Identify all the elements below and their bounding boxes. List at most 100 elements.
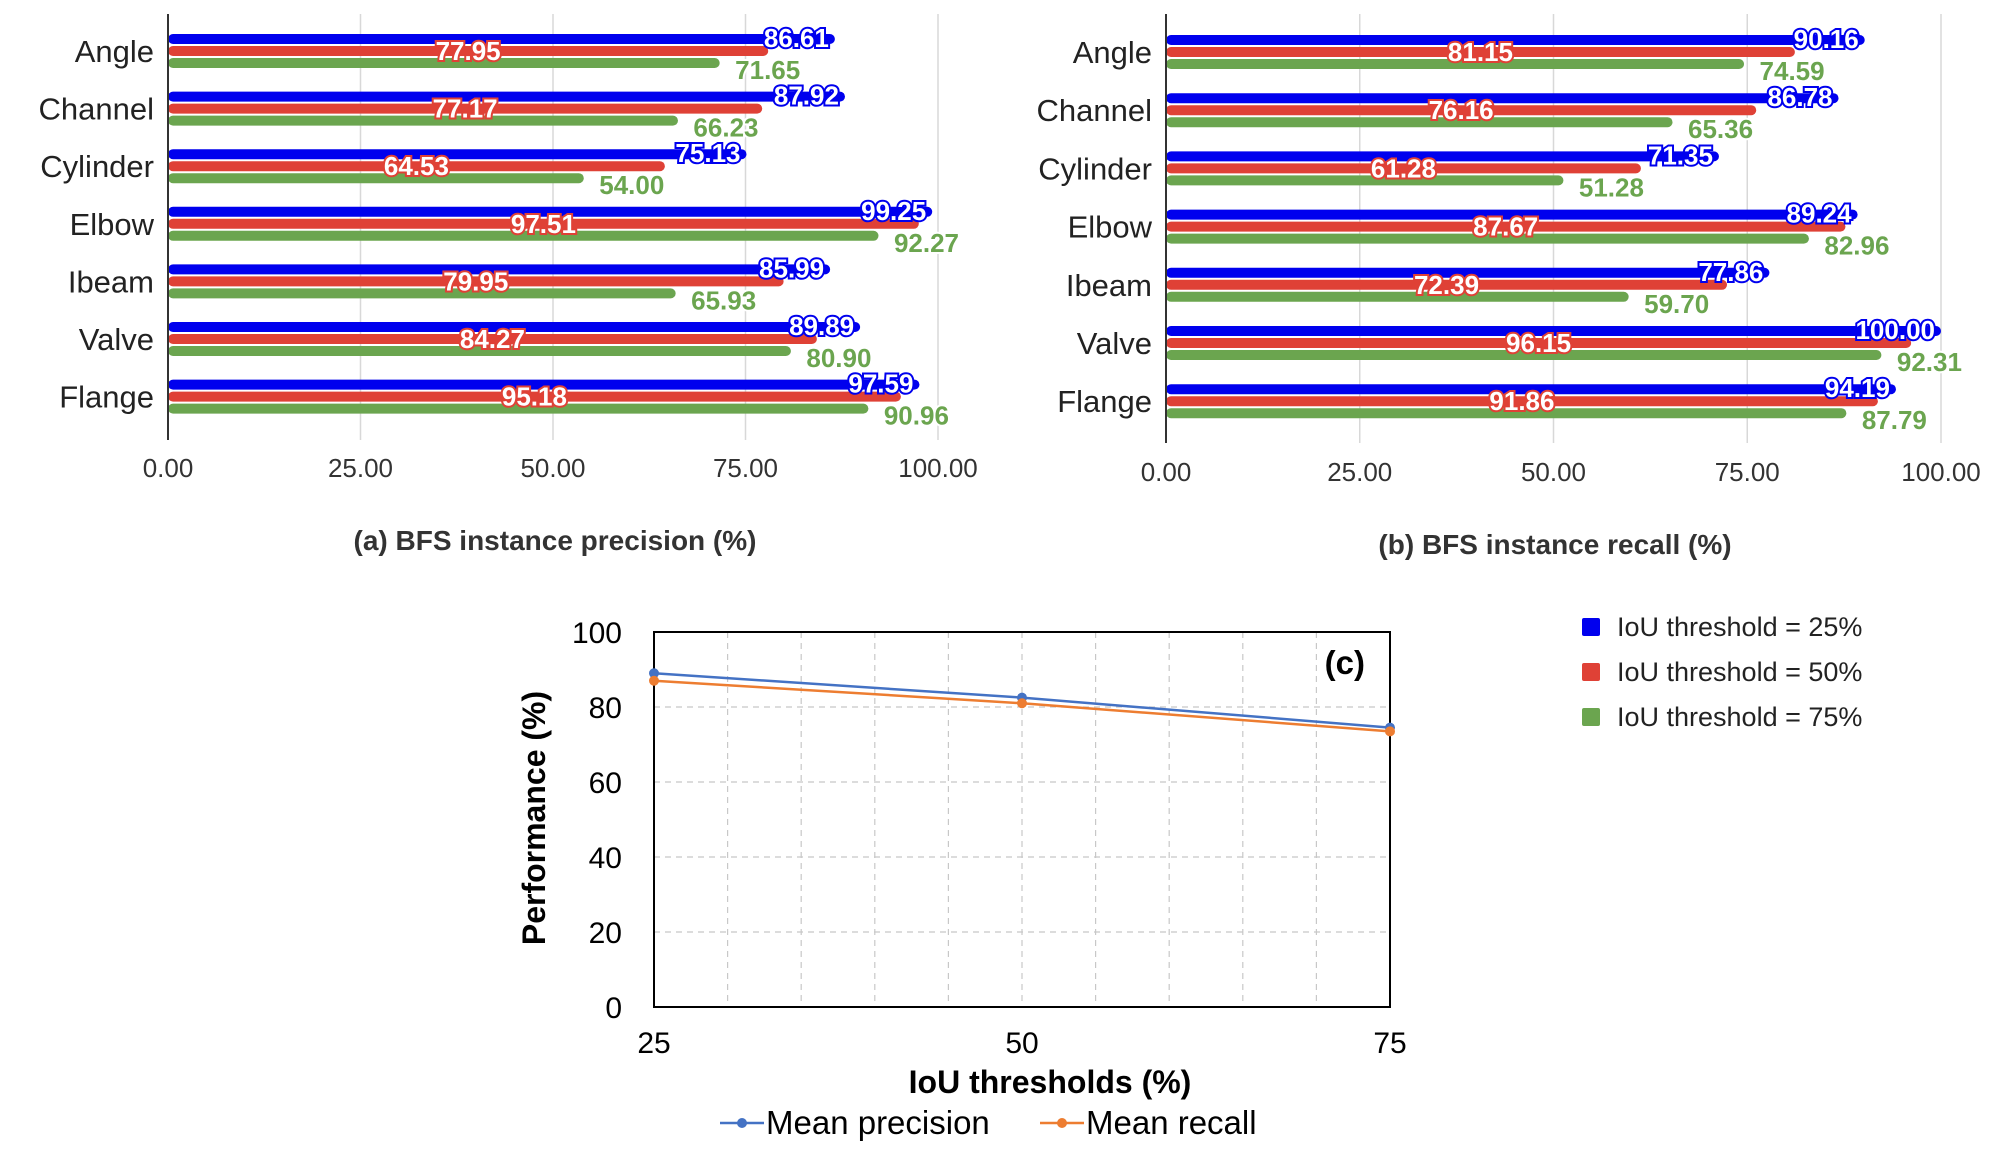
line-y-tick-label: 0 [605, 992, 622, 1025]
precision-data-label: 64.53 [384, 151, 449, 181]
recall-data-label: 87.67 [1473, 212, 1538, 242]
precision-bar [168, 173, 584, 184]
precision-data-label: 79.95 [443, 266, 508, 296]
recall-category-label: Valve [1077, 326, 1152, 361]
line-y-tick-label: 80 [589, 692, 622, 725]
precision-data-label: 54.00 [599, 170, 664, 200]
precision-bars [168, 34, 933, 414]
bar-legend: IoU threshold = 25% IoU threshold = 50% Io… [1582, 612, 1862, 732]
recall-x-ticks: 0.00 25.00 50.00 75.00 100.00 [1141, 457, 1981, 487]
legend-label: IoU threshold = 25% [1617, 612, 1862, 642]
recall-bar [1166, 105, 1757, 116]
recall-bar [1166, 151, 1719, 162]
precision-bar [168, 58, 720, 68]
line-legend-label: Mean recall [1086, 1104, 1257, 1141]
recall-x-tick-label: 0.00 [1141, 457, 1192, 487]
precision-x-tick-label: 100.00 [898, 453, 978, 483]
legend-swatch [1582, 663, 1600, 681]
precision-data-label: 89.89 [789, 311, 854, 341]
recall-data-label: 92.31 [1897, 347, 1962, 377]
precision-category-label: Flange [59, 380, 154, 415]
recall-category-label: Elbow [1068, 210, 1153, 245]
recall-bar [1166, 175, 1564, 186]
line-y-tick-label: 60 [589, 767, 622, 800]
recall-data-label: 61.28 [1371, 153, 1436, 183]
precision-data-label: 77.95 [436, 36, 501, 66]
recall-data-label: 76.16 [1429, 95, 1494, 125]
recall-bar [1166, 267, 1770, 278]
precision-category-labels: Angle Channel Cylinder Elbow Ibeam Valve Flang… [39, 34, 155, 415]
line-legend-label: Mean precision [766, 1104, 990, 1141]
precision-data-label: 97.51 [511, 209, 576, 239]
precision-data-label: 87.92 [774, 81, 839, 111]
recall-data-label: 94.19 [1825, 373, 1890, 403]
precision-bar [168, 334, 817, 344]
recall-bar [1166, 209, 1858, 220]
precision-data-label: 85.99 [759, 253, 824, 283]
line-legend-marker [737, 1118, 747, 1128]
recall-chart-title: (b) BFS instance recall (%) [1378, 529, 1731, 560]
precision-bar [168, 379, 920, 390]
precision-bar [168, 391, 901, 402]
recall-data-label: 89.24 [1787, 199, 1853, 229]
precision-data-label: 92.27 [894, 228, 959, 258]
legend-swatch [1582, 708, 1600, 726]
line-y-ticks: 0 20 40 60 80 100 [572, 617, 622, 1025]
recall-data-label: 91.86 [1489, 386, 1554, 416]
line-y-tick-label: 100 [572, 617, 622, 650]
legend-swatch [1582, 618, 1600, 636]
precision-bar [168, 34, 835, 44]
recall-x-tick-label: 25.00 [1327, 457, 1392, 487]
precision-bar [168, 161, 665, 172]
precision-bar [168, 346, 791, 356]
recall-data-label: 100.00 [1855, 315, 1935, 345]
line-x-tick-label: 50 [1005, 1027, 1038, 1060]
precision-chart-title: (a) BFS instance precision (%) [354, 525, 757, 556]
precision-bar [168, 206, 933, 217]
line-x-axis-label: IoU thresholds (%) [909, 1064, 1192, 1100]
recall-data-label: 86.78 [1767, 82, 1832, 112]
recall-bar [1166, 117, 1673, 128]
recall-data-label: 65.36 [1688, 114, 1753, 144]
recall-data-label: 82.96 [1824, 231, 1889, 261]
recall-data-label: 77.86 [1698, 257, 1763, 287]
precision-bar [168, 218, 919, 229]
line-x-ticks: 25 50 75 [637, 1027, 1406, 1060]
recall-bar [1166, 163, 1641, 174]
precision-category-label: Elbow [70, 207, 155, 242]
precision-data-label: 71.65 [735, 55, 800, 85]
precision-x-tick-label: 0.00 [143, 453, 194, 483]
precision-bar [168, 288, 676, 299]
precision-x-tick-label: 50.00 [520, 453, 585, 483]
recall-category-label: Angle [1073, 35, 1152, 70]
precision-data-label: 65.93 [691, 285, 756, 315]
precision-data-label: 66.23 [693, 113, 758, 143]
recall-bar [1166, 221, 1846, 232]
recall-category-label: Flange [1057, 384, 1152, 419]
recall-data-label: 81.15 [1448, 37, 1513, 67]
precision-data-label: 75.13 [675, 138, 740, 168]
recall-bar [1166, 233, 1809, 244]
precision-category-label: Ibeam [68, 264, 154, 299]
recall-bar [1166, 93, 1839, 104]
recall-bar [1166, 396, 1878, 407]
panel-c-annotation: (c) [1325, 644, 1365, 681]
recall-category-label: Channel [1037, 93, 1152, 128]
precision-bar [168, 103, 763, 114]
precision-data-label: 77.17 [433, 94, 498, 124]
recall-bar [1166, 47, 1795, 57]
precision-data-label: 80.90 [806, 343, 871, 373]
precision-category-label: Cylinder [40, 149, 154, 184]
precision-x-tick-label: 75.00 [713, 453, 778, 483]
recall-x-tick-label: 75.00 [1715, 457, 1780, 487]
precision-category-label: Angle [75, 34, 154, 69]
precision-x-tick-label: 25.00 [328, 453, 393, 483]
recall-bar [1166, 326, 1941, 336]
recall-category-labels: Angle Channel Cylinder Elbow Ibeam Valve Flang… [1037, 35, 1153, 419]
recall-data-label: 72.39 [1414, 270, 1479, 300]
recall-bar [1166, 279, 1728, 290]
